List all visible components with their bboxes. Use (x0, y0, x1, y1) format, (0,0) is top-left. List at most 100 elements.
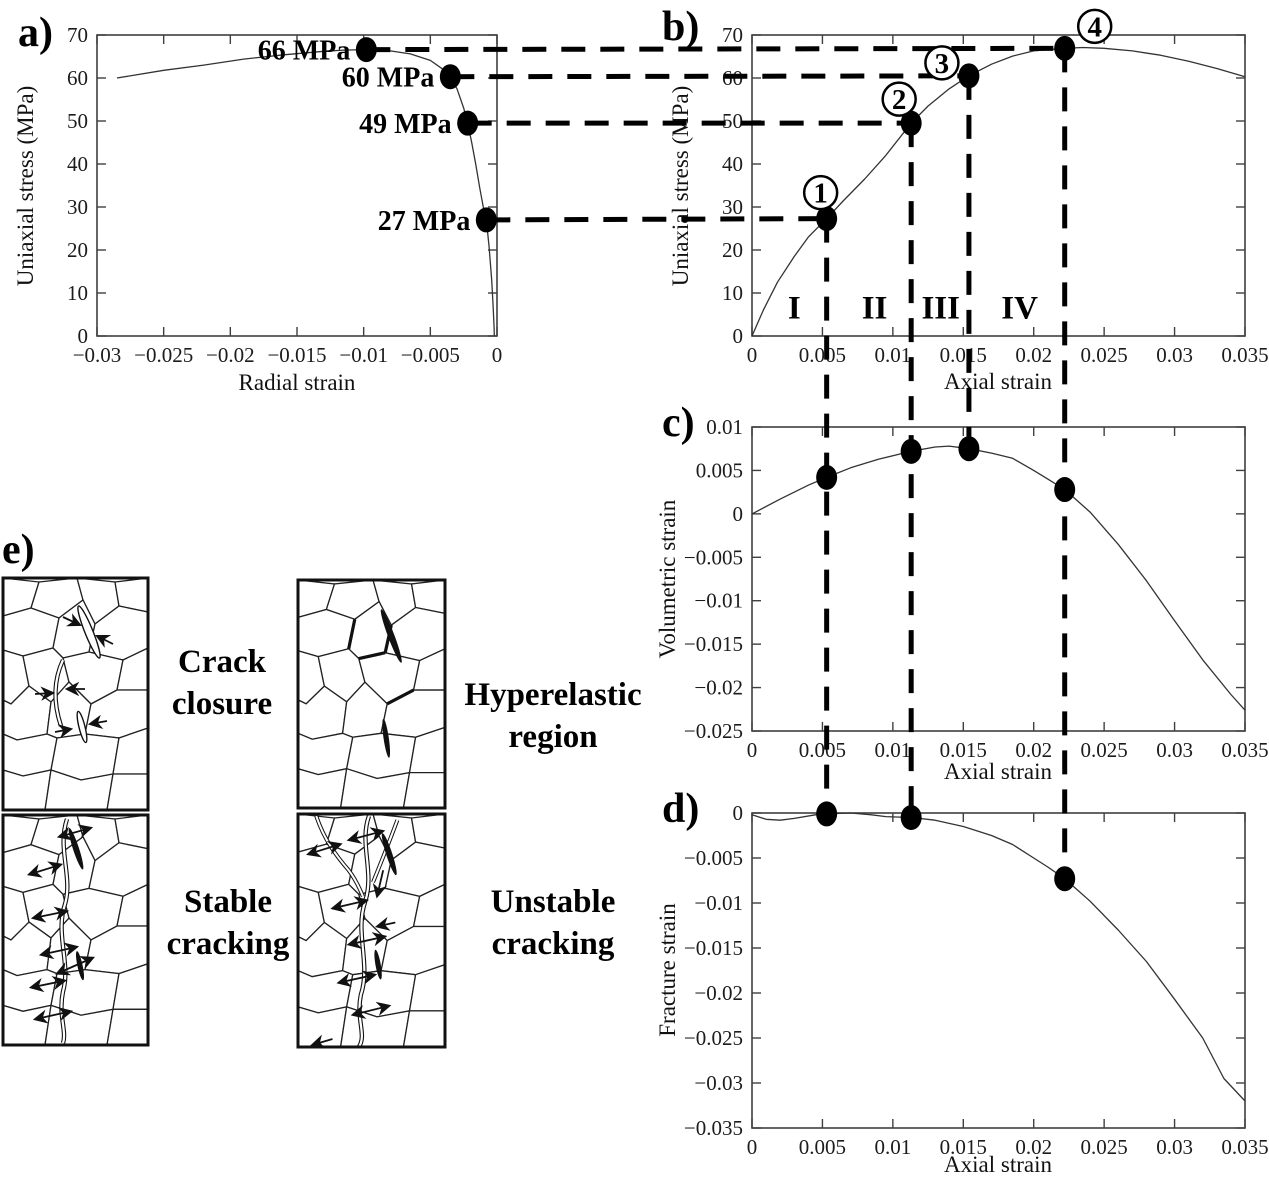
stress-annotation: 66 MPa (258, 36, 351, 67)
stage-number-4: 4 (1087, 11, 1102, 43)
caption-crack-closure-line1: Crack (178, 644, 267, 680)
grain-diagram-crack-closure (3, 578, 148, 810)
bold-grain-boundary (349, 619, 355, 648)
crack-path-inner (373, 820, 397, 882)
x-tick-label: −0.03 (73, 343, 122, 367)
region-label-I: I (788, 291, 801, 327)
grain-box-border (3, 578, 148, 810)
y-tick-label: 0 (733, 324, 744, 348)
x-tick-label: 0.025 (1081, 738, 1128, 762)
x-tick-label: 0.035 (1221, 738, 1268, 762)
x-tick-label: −0.015 (267, 343, 326, 367)
closed-microcrack (374, 949, 382, 980)
grain-cell (3, 734, 57, 776)
grain-cell (403, 1011, 445, 1047)
caption-stable-cracking-line2: cracking (167, 926, 290, 962)
caption-unstable-cracking-line2: cracking (492, 926, 615, 962)
opening-arrow (350, 1001, 392, 1019)
y-tick-label: −0.005 (684, 846, 743, 870)
panel-b-label: b) (662, 4, 699, 50)
open-microcrack (75, 711, 89, 744)
y-tick-label: 30 (722, 195, 743, 219)
grain-cell (298, 971, 353, 1013)
stage-number-2: 2 (892, 84, 907, 116)
data-point-marker (475, 207, 497, 233)
stress-annotation: 60 MPa (342, 63, 435, 94)
y-tick-label: 40 (67, 152, 88, 176)
panel-b: 0 0.005 0.01 0.015 0.02 0.025 0.03 0.035 0 10 20 30… (722, 23, 1269, 367)
grain-diagram-unstable-cracking (298, 814, 445, 1047)
y-tick-label: −0.015 (684, 632, 743, 656)
opening-arrow (306, 840, 343, 858)
y-tick-label: 70 (67, 23, 88, 47)
x-tick-label: 0.015 (940, 738, 987, 762)
y-tick-label: −0.01 (694, 589, 743, 613)
data-point-marker (900, 438, 922, 464)
panel-a: −0.03 −0.025 −0.02 −0.015 −0.01 −0.005 0 0 10 20 3… (67, 23, 502, 367)
crack-arrow (372, 870, 387, 899)
grain-diagrams-layer (3, 578, 445, 1047)
data-point-marker (816, 206, 838, 232)
opening-arrow (32, 1006, 74, 1024)
panel-b-xaxis-title: Axial strain (944, 369, 1052, 394)
grain-cell (3, 770, 51, 810)
data-point-marker (900, 805, 922, 830)
x-tick-label: 0.005 (799, 738, 846, 762)
data-point-marker (457, 110, 479, 136)
x-tick-label: −0.005 (401, 343, 460, 367)
panel-c-yaxis-title: Volumetric strain (655, 499, 680, 658)
data-point-marker (439, 64, 461, 90)
panel-b-curve (751, 46, 1246, 337)
data-point-marker (1054, 477, 1076, 503)
panel-d-plot-box (751, 812, 1246, 1129)
bold-grain-boundary (359, 653, 385, 659)
x-tick-label: 0.03 (1156, 738, 1193, 762)
x-tick-label: 0 (747, 738, 758, 762)
panel-b-yaxis-title: Uniaxial stress (MPa) (668, 86, 693, 287)
y-tick-label: 0 (78, 324, 89, 348)
y-tick-label: −0.005 (684, 545, 743, 569)
y-tick-label: 10 (67, 281, 88, 305)
y-tick-label: 10 (722, 281, 743, 305)
data-point-marker (816, 464, 838, 490)
x-tick-label: 0.03 (1156, 343, 1193, 367)
opening-arrow (38, 942, 80, 960)
x-tick-label: 0.035 (1221, 1135, 1268, 1159)
data-point-marker (1054, 35, 1076, 61)
panel-c-label: c) (662, 400, 695, 446)
panel-a-curve (116, 48, 495, 337)
plots-layer: −0.03 −0.025 −0.02 −0.015 −0.01 −0.005 0010203… (67, 23, 1269, 1159)
dashed-connectors-layer (366, 45, 1068, 879)
y-tick-label: −0.025 (684, 1026, 743, 1050)
grain-diagram-stable-cracking (3, 815, 148, 1045)
opening-arrow (330, 896, 370, 913)
x-tick-label: 0 (747, 343, 758, 367)
opening-arrow (56, 824, 94, 841)
x-tick-label: 0.01 (874, 343, 911, 367)
y-tick-label: 0.01 (706, 415, 743, 439)
panel-a-label: a) (18, 10, 53, 56)
opening-arrow (26, 861, 64, 878)
caption-hyperelastic-line2: region (508, 719, 597, 755)
panel-e-label: e) (2, 527, 35, 573)
panel-a-xaxis-title: Radial strain (239, 370, 356, 395)
y-tick-label: 0 (733, 502, 744, 526)
y-tick-label: 30 (67, 195, 88, 219)
grain-box-border (298, 580, 445, 808)
y-tick-label: 40 (722, 152, 743, 176)
x-tick-label: 0.035 (1221, 343, 1268, 367)
stage-circle-1 (802, 174, 839, 211)
caption-unstable-cracking-line1: Unstable (491, 884, 616, 920)
opening-arrow (30, 906, 70, 923)
closed-microcrack (382, 718, 391, 758)
caption-hyperelastic-line1: Hyperelastic (464, 677, 641, 713)
grain-diagram-hyperelastic (298, 580, 445, 808)
x-tick-label: 0.015 (940, 1135, 987, 1159)
closed-microcrack (381, 833, 397, 876)
caption-stable-cracking-line1: Stable (184, 884, 272, 920)
region-label-II: II (862, 291, 888, 327)
x-tick-label: 0 (747, 1135, 758, 1159)
y-tick-label: −0.015 (684, 936, 743, 960)
crack-arrow (310, 1034, 332, 1049)
